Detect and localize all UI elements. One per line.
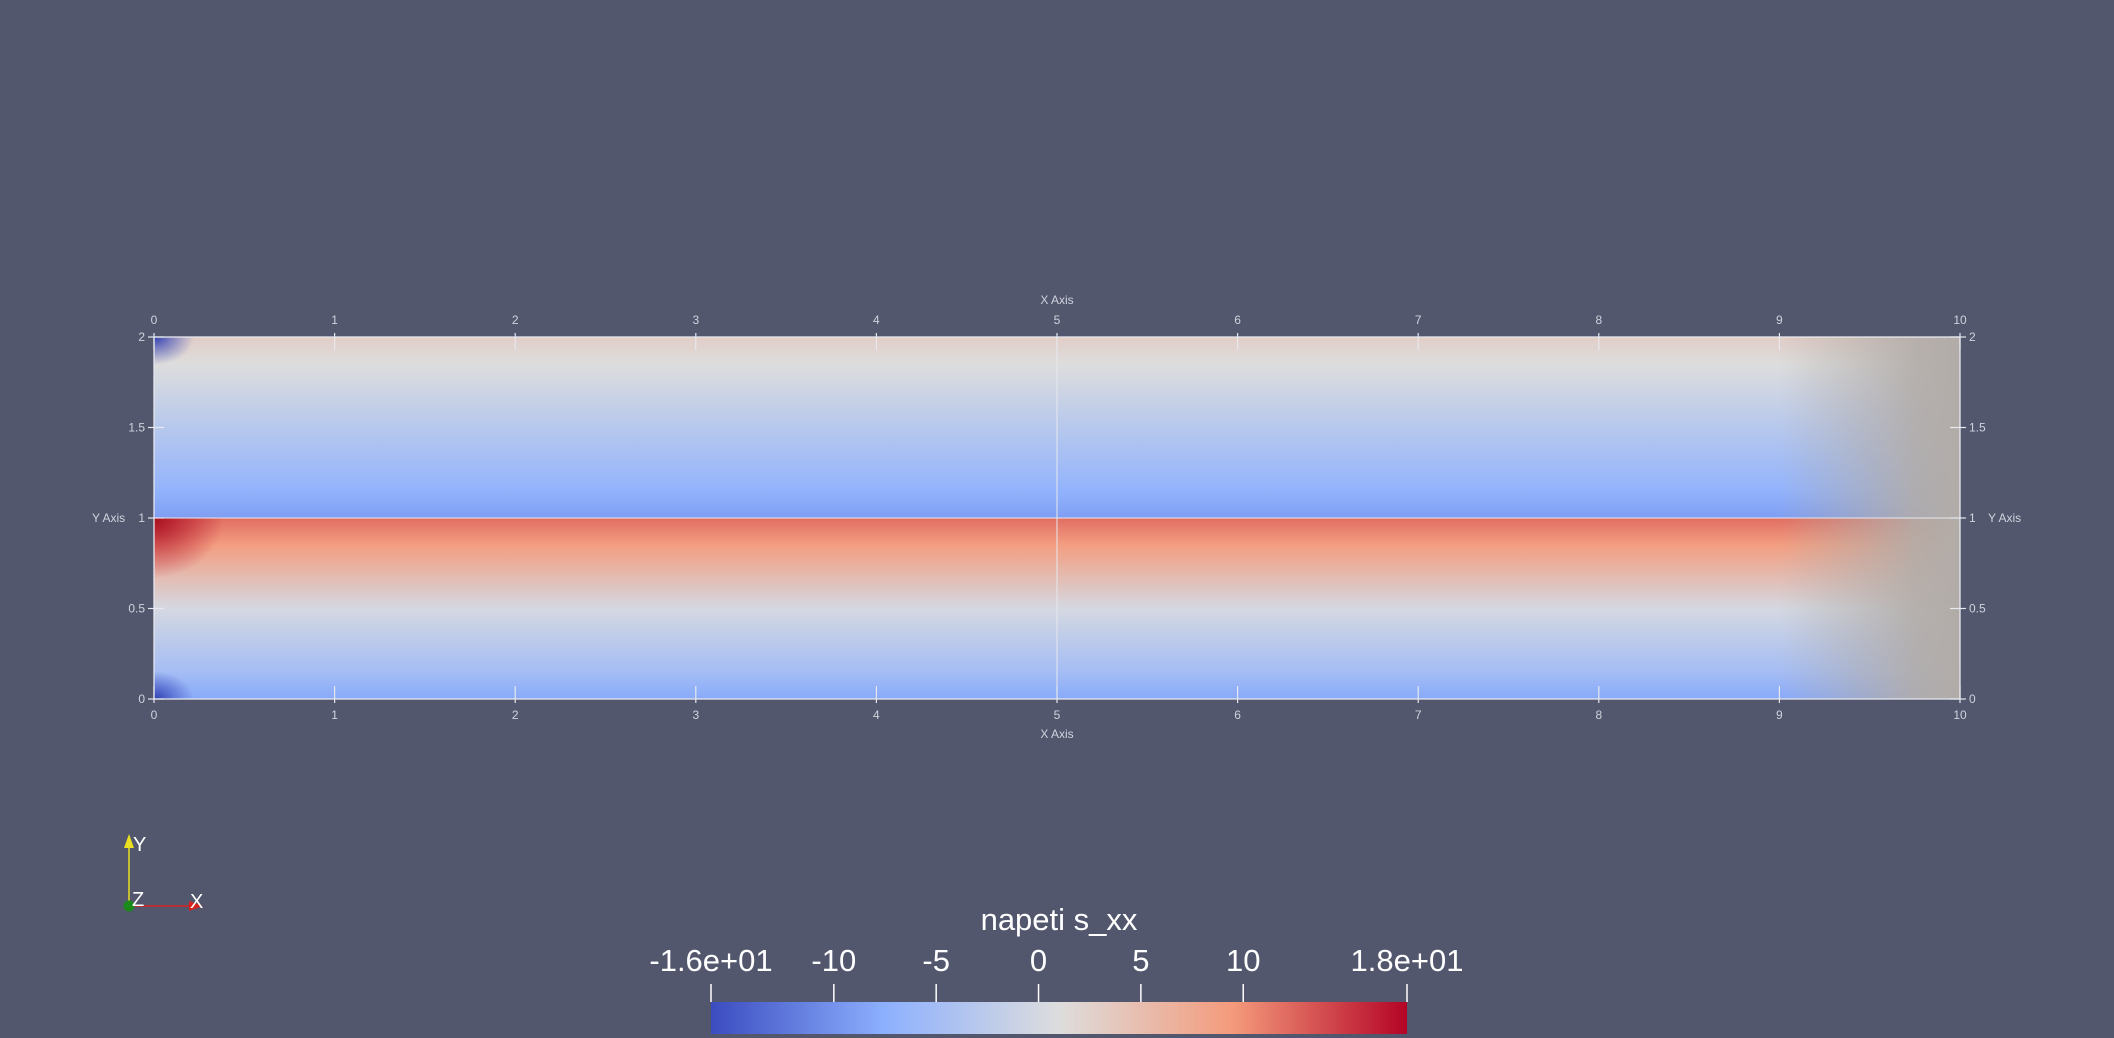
x-tick-label-bottom: 6 xyxy=(1234,708,1241,722)
color-legend-tick-label: -1.6e+01 xyxy=(649,943,772,978)
x-tick-label-top: 3 xyxy=(692,313,699,327)
corner-highlight-red xyxy=(154,518,224,578)
orientation-z-label: Z xyxy=(132,889,144,911)
corner-highlight-blue-top xyxy=(154,337,194,365)
x-axis-title-top: X Axis xyxy=(1040,293,1073,307)
x-axis-ticks-top: 0 1 2 3 4 5 6 7 8 9 10 xyxy=(151,313,1967,350)
color-legend-tick-label: 5 xyxy=(1132,943,1149,978)
y-tick-label-right: 2 xyxy=(1969,330,1976,344)
x-tick-label-top: 5 xyxy=(1054,313,1061,327)
y-tick-label-right: 0 xyxy=(1969,692,1976,706)
orientation-y-label: Y xyxy=(133,834,146,856)
y-axis-ticks-right: 0 0.5 1 1.5 2 xyxy=(1950,330,1986,706)
x-tick-label-bottom: 10 xyxy=(1953,708,1967,722)
x-tick-label-top: 6 xyxy=(1234,313,1241,327)
y-axis-title-right: Y Axis xyxy=(1988,511,2021,525)
x-tick-label-top: 0 xyxy=(151,313,158,327)
color-legend[interactable]: napeti s_xx -1.6e+01 -10 -5 0 5 10 1.8e+01 xyxy=(649,902,1463,1034)
x-tick-label-bottom: 5 xyxy=(1054,708,1061,722)
y-tick-label-right: 1 xyxy=(1969,511,1976,525)
color-legend-ticks: -1.6e+01 -10 -5 0 5 10 1.8e+01 xyxy=(649,943,1463,1002)
color-legend-tick-label: -5 xyxy=(922,943,950,978)
y-tick-label-left: 1 xyxy=(138,511,145,525)
x-tick-label-top: 1 xyxy=(331,313,338,327)
y-tick-label-right: 1.5 xyxy=(1969,421,1986,435)
y-tick-label-right: 0.5 xyxy=(1969,602,1986,616)
x-tick-label-bottom: 9 xyxy=(1776,708,1783,722)
color-legend-tick-label: 10 xyxy=(1226,943,1260,978)
orientation-x-label: X xyxy=(190,891,203,913)
x-tick-label-bottom: 3 xyxy=(692,708,699,722)
x-tick-label-top: 4 xyxy=(873,313,880,327)
y-tick-label-left: 2 xyxy=(138,330,145,344)
y-axis-title-left: Y Axis xyxy=(92,511,125,525)
y-axis-ticks-left: 0 0.5 1 1.5 2 xyxy=(128,330,164,706)
color-legend-bar xyxy=(711,1002,1407,1034)
x-axis-ticks-bottom: 0 1 2 3 4 5 6 7 8 9 10 xyxy=(151,686,1967,722)
x-tick-label-bottom: 7 xyxy=(1415,708,1422,722)
y-tick-label-left: 0.5 xyxy=(128,602,145,616)
corner-highlight-blue-bottom xyxy=(154,671,194,699)
x-axis-title-bottom: X Axis xyxy=(1040,727,1073,741)
color-legend-tick-label: -10 xyxy=(811,943,856,978)
x-tick-label-top: 8 xyxy=(1595,313,1602,327)
x-tick-label-top: 2 xyxy=(512,313,519,327)
x-tick-label-bottom: 2 xyxy=(512,708,519,722)
x-tick-label-bottom: 8 xyxy=(1595,708,1602,722)
orientation-x-arrow-icon xyxy=(189,901,203,911)
y-tick-label-left: 1.5 xyxy=(128,421,145,435)
orientation-z-dot-icon xyxy=(123,900,135,912)
orientation-y-arrow-icon xyxy=(124,834,134,848)
orientation-axes-widget[interactable]: Y X Z xyxy=(123,834,204,913)
x-tick-label-top: 10 xyxy=(1953,313,1967,327)
color-legend-title: napeti s_xx xyxy=(981,902,1138,937)
color-legend-tick-label: 1.8e+01 xyxy=(1351,943,1464,978)
x-tick-label-bottom: 4 xyxy=(873,708,880,722)
x-tick-label-bottom: 1 xyxy=(331,708,338,722)
x-tick-label-top: 9 xyxy=(1776,313,1783,327)
color-legend-tick-label: 0 xyxy=(1030,943,1047,978)
x-tick-label-top: 7 xyxy=(1415,313,1422,327)
y-tick-label-left: 0 xyxy=(138,692,145,706)
x-tick-label-bottom: 0 xyxy=(151,708,158,722)
grid-axes: 0 1 2 3 4 5 6 7 8 9 10 0 1 2 3 4 5 6 7 8 9 10 0 0.5 1 1.5 2 0 0.5… xyxy=(92,293,2021,741)
